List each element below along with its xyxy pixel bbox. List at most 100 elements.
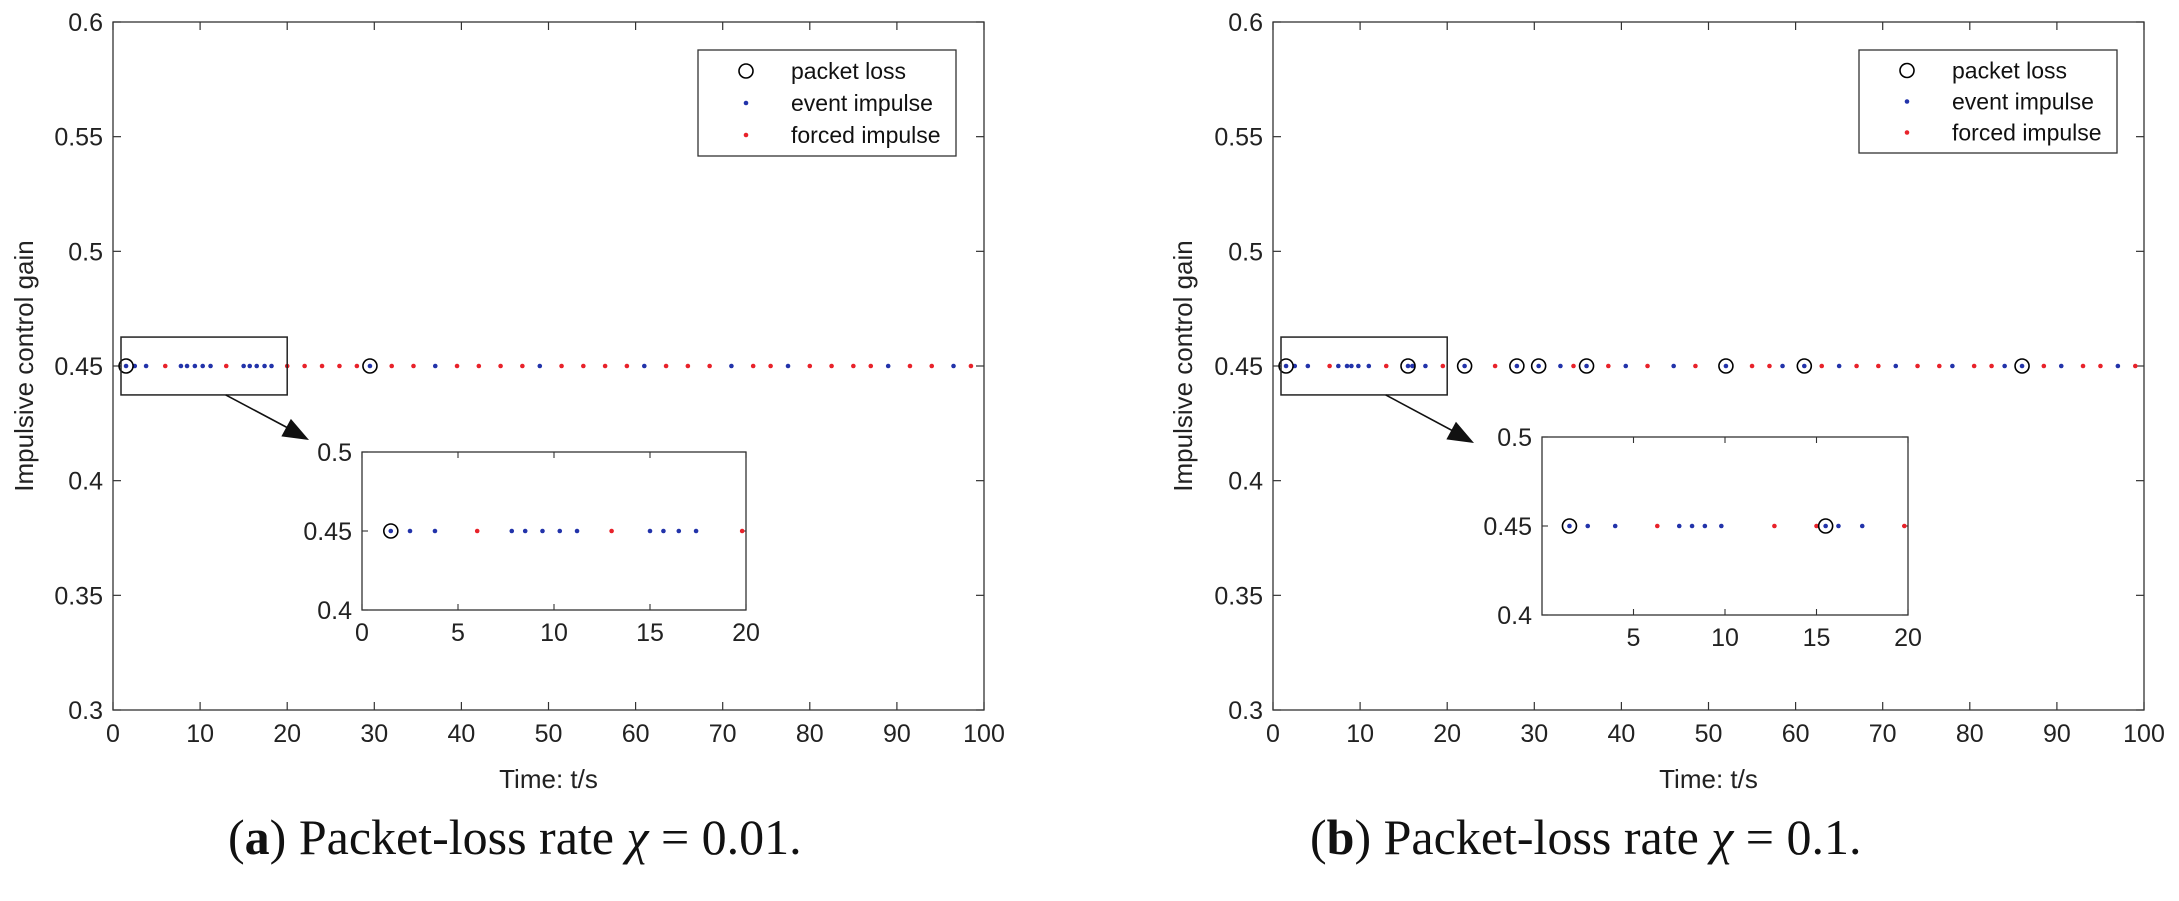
chart-a-forced-impulse-point xyxy=(829,363,834,369)
chart-b-event-impulse-point xyxy=(1305,363,1311,369)
chart-a-event-impulse-point xyxy=(178,363,184,369)
chart-b-forced-impulse-point xyxy=(2080,363,2086,369)
chart-a-event-impulse-point xyxy=(123,363,129,369)
chart-a-event-impulse-point xyxy=(367,363,373,369)
chart-b-event-impulse-point xyxy=(1802,363,1807,369)
chart-a-forced-impulse-point xyxy=(663,363,669,369)
chart-b-event-impulse-point xyxy=(1336,363,1341,369)
chart-a-forced-impulse-point xyxy=(520,363,525,369)
chart-a-forced-impulse-point xyxy=(476,363,482,369)
chart-a-x-tick-label: 0 xyxy=(106,720,120,748)
chart-a-event-impulse-point xyxy=(143,363,149,369)
chart-a-event-impulse-point xyxy=(951,363,956,369)
chart-a-forced-impulse-point xyxy=(807,363,813,369)
chart-b-event-impulse-point xyxy=(1623,363,1629,369)
chart-b-forced-impulse-point xyxy=(1327,363,1332,369)
chart-a-forced-impulse-point xyxy=(907,363,913,369)
chart-b-event-impulse-point xyxy=(2019,363,2025,369)
chart-a-y-tick-label: 0.6 xyxy=(68,9,103,37)
chart-a-event-impulse-point xyxy=(254,363,260,369)
chart-b-inset-event-impulse-point xyxy=(1689,523,1695,529)
chart-a-inset-event-impulse-point xyxy=(540,528,545,534)
chart-a-event-impulse-point xyxy=(262,363,267,369)
chart-a-packet-loss-marker xyxy=(118,358,134,374)
chart-b-event-impulse-point xyxy=(1423,363,1428,369)
caption-b-symbol: χ xyxy=(1711,809,1734,865)
chart-a-event-impulse-point xyxy=(184,363,190,369)
chart-a-forced-impulse-point xyxy=(750,363,756,369)
chart-a-y-axis-label: Impulsive control gain xyxy=(9,240,39,491)
chart-b-forced-impulse-point xyxy=(1492,363,1498,369)
chart-a-event-impulse-point xyxy=(642,363,647,369)
chart-b-packet-loss-marker xyxy=(1530,358,1547,374)
chart-a-forced-impulse-point xyxy=(968,363,974,369)
chart-a-forced-impulse-point xyxy=(559,363,564,369)
chart-b-forced-impulse-point xyxy=(1989,363,1994,369)
chart-a-inset-x-tick-label: 0 xyxy=(355,619,369,647)
chart-a-forced-impulse-point xyxy=(707,363,712,369)
chart-b-inset-forced-impulse-point xyxy=(1772,523,1777,529)
chart-a-forced-impulse-point xyxy=(929,363,935,369)
chart-b-event-impulse-point xyxy=(1950,363,1955,369)
chart-b-x-tick-label: 40 xyxy=(1607,720,1635,748)
chart-a-inset-x-tick-label: 20 xyxy=(732,619,760,647)
chart-b-x-tick-label: 30 xyxy=(1520,720,1548,748)
chart-b-event-impulse-point xyxy=(2058,363,2064,369)
chart-b-forced-impulse-point xyxy=(1606,363,1611,369)
chart-a-zoom-arrow-head xyxy=(281,418,309,440)
chart-b-forced-impulse-point xyxy=(2132,363,2138,369)
caption-a-value: = 0.01. xyxy=(648,809,802,865)
chart-a-inset-forced-impulse-point xyxy=(474,528,480,534)
chart-b-forced-impulse-point xyxy=(1854,363,1859,369)
chart-a-x-tick-label: 20 xyxy=(273,720,301,748)
chart-a-inset-event-impulse-point xyxy=(557,528,563,534)
chart-b-event-impulse-point xyxy=(1283,363,1289,369)
chart-b-event-impulse-point xyxy=(1893,363,1899,369)
chart-a-forced-impulse-point xyxy=(498,363,503,369)
chart-a-event-impulse-point xyxy=(247,363,253,369)
chart-b-y-tick-label: 0.35 xyxy=(1214,582,1263,610)
chart-a-x-tick-label: 40 xyxy=(447,720,475,748)
chart-a-inset-event-impulse-point xyxy=(522,528,528,534)
chart-b-inset-x-tick-label: 5 xyxy=(1627,624,1641,652)
chart-b-forced-impulse-point xyxy=(2098,363,2103,369)
chart-a-legend-packet-loss-symbol xyxy=(738,63,754,79)
chart-a-packet-loss-marker xyxy=(362,358,378,374)
chart-b-forced-impulse-point xyxy=(1383,363,1389,369)
chart-a-y-tick-label: 0.55 xyxy=(54,124,103,152)
chart-a-inset-forced-impulse-point xyxy=(609,528,614,534)
chart-b-inset-x-tick-label: 10 xyxy=(1711,624,1739,652)
chart-b-event-impulse-point xyxy=(1462,363,1467,369)
chart-a-forced-impulse-point xyxy=(602,363,608,369)
chart-a-event-impulse-point xyxy=(241,363,246,369)
chart-a-legend-event-impulse-symbol xyxy=(743,100,749,106)
chart-a-x-tick-label: 10 xyxy=(186,720,214,748)
chart-b-legend-label: forced impulse xyxy=(1952,120,2102,146)
chart-b-inset-forced-impulse-point xyxy=(1902,523,1907,529)
chart-a-forced-impulse-point xyxy=(685,363,691,369)
chart-b-y-tick-label: 0.55 xyxy=(1214,124,1263,152)
chart-a-inset-area xyxy=(361,451,747,611)
chart-a-y-tick-label: 0.3 xyxy=(68,697,103,725)
chart-b-y-axis-label: Impulsive control gain xyxy=(1168,240,1198,491)
chart-b-forced-impulse-point xyxy=(1937,363,1942,369)
chart-b-event-impulse-point xyxy=(1671,363,1676,369)
chart-b-event-impulse-point xyxy=(1410,363,1415,369)
caption-a: (a) Packet-loss rate χ = 0.01. xyxy=(228,809,802,865)
chart-b-y-tick-label: 0.6 xyxy=(1228,9,1263,37)
chart-b-x-tick-label: 0 xyxy=(1266,720,1280,748)
chart-b-legend-label: event impulse xyxy=(1952,89,2094,115)
chart-a-inset-event-impulse-point xyxy=(693,528,699,534)
chart-a-forced-impulse-point xyxy=(581,363,586,369)
caption-a-tag: a xyxy=(244,809,270,865)
chart-b-event-impulse-point xyxy=(1836,363,1842,369)
chart-b-inset-packet-loss-marker xyxy=(1561,518,1578,534)
chart-b-zoom-arrow-head xyxy=(1446,421,1474,443)
chart-a-legend-forced-impulse-symbol xyxy=(743,132,749,138)
chart-a-x-tick-label: 90 xyxy=(883,720,911,748)
chart-a-inset-y-tick-label: 0.4 xyxy=(317,597,352,625)
chart-a-y-tick-label: 0.35 xyxy=(54,582,103,610)
chart-b-inset-event-impulse-point xyxy=(1823,523,1828,529)
chart-a-inset-event-impulse-point xyxy=(647,528,653,534)
chart-a-forced-impulse-point xyxy=(624,363,630,369)
